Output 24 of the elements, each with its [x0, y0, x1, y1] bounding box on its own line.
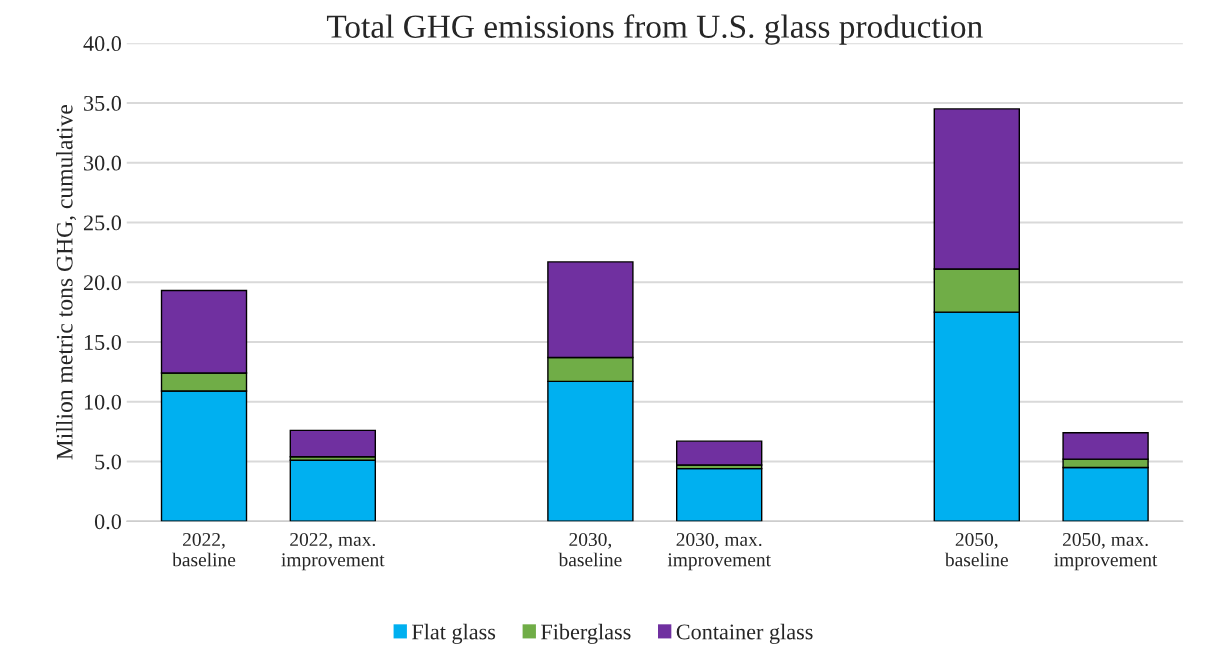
y-tick-label: 30.0: [84, 155, 122, 171]
bar: [289, 459, 377, 522]
y-axis-title: Million metric tons GHG, cumulative: [56, 104, 77, 460]
y-tick-label: 15.0: [84, 334, 122, 350]
y-tick-label: 25.0: [83, 215, 122, 231]
x-tick-label: 2050, baseline: [944, 532, 1008, 567]
x-tick-label: 2022, baseline: [172, 532, 236, 567]
bar: [675, 440, 763, 466]
y-tick-label: 5.0: [95, 454, 122, 470]
legend-label: Fiberglass: [541, 623, 631, 644]
bar: [675, 467, 763, 522]
x-tick-label: 2022, max. improvement: [281, 532, 385, 571]
y-tick-label: 35.0: [84, 95, 122, 111]
x-tick-label: 2030, max. improvement: [667, 532, 771, 571]
bar: [289, 429, 377, 458]
chart-title: Total GHG emissions from U.S. glass production: [326, 14, 983, 45]
y-tick-label: 0.0: [94, 514, 122, 530]
legend-label: Container glass: [676, 623, 813, 644]
y-tick-label: 20.0: [83, 275, 122, 291]
x-tick-label: 2050, max. improvement: [1054, 532, 1158, 571]
legend-label: Flat glass: [412, 623, 496, 644]
x-tick-label: 2030, baseline: [558, 532, 622, 567]
y-tick-label: 40.0: [83, 36, 122, 52]
y-tick-label: 10.0: [84, 394, 122, 410]
